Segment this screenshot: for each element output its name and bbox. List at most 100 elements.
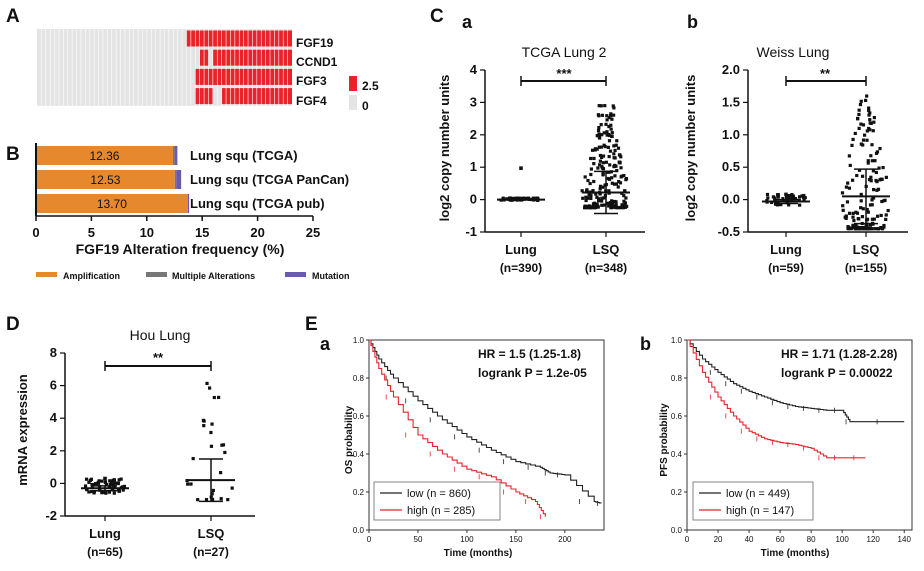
- data-point: [603, 144, 607, 149]
- data-point: [877, 166, 881, 170]
- data-point: [867, 126, 871, 131]
- data-point: [108, 479, 112, 483]
- data-point: [841, 204, 845, 208]
- data-point: [607, 139, 612, 143]
- bar-segment: [174, 146, 178, 165]
- data-point: [857, 126, 861, 130]
- data-point: [793, 196, 798, 201]
- data-point: [592, 156, 596, 161]
- data-point: [866, 226, 871, 231]
- data-point: [851, 223, 855, 227]
- data-point: [851, 137, 855, 142]
- km-plot-pfs: 0.0 0.2 0.4 0.6 0.8 1.0 0 20 40 60 80 100 120 140 PFS…: [659, 336, 913, 559]
- data-point: [860, 215, 865, 219]
- data-point: [871, 195, 875, 200]
- data-point: [596, 128, 601, 133]
- panel-label-d: D: [6, 314, 20, 335]
- data-point: [866, 210, 870, 214]
- legend-high-os: high (n = 285): [407, 505, 475, 517]
- data-point: [872, 120, 876, 124]
- scatter-plot-ca: -1 0 1 2 3 4: [465, 62, 645, 239]
- data-point: [186, 482, 190, 486]
- data-point: [851, 215, 855, 219]
- oncoprint-amp-cell: [199, 49, 205, 66]
- legend-swatch-multiple: [146, 272, 167, 277]
- data-point: [609, 127, 613, 131]
- group-n-ca-lsq: (n=348): [585, 261, 627, 275]
- data-point: [112, 478, 116, 482]
- km-frame-os: [368, 339, 605, 531]
- group-label-cb-lsq: LSQ: [853, 242, 880, 257]
- data-point: [600, 203, 604, 207]
- data-point: [612, 152, 616, 156]
- data-point: [873, 227, 878, 231]
- data-point: [869, 175, 873, 179]
- y-tick-label: 0.8: [353, 374, 365, 383]
- data-point: [870, 159, 874, 163]
- data-point: [619, 175, 623, 179]
- data-point: [607, 204, 611, 208]
- data-point: [595, 134, 599, 138]
- logrank-annotation-os: logrank P = 1.2e-05: [478, 366, 587, 380]
- data-point: [610, 181, 614, 185]
- y-tick-label: 0.4: [671, 450, 683, 459]
- alteration-bar-chart: 12.36 Lung squ (TCGA) 12.53 Lung squ (TCGA …: [32, 143, 350, 281]
- data-point: [600, 113, 605, 117]
- bar-segment: [36, 170, 175, 189]
- sublabel-c-b: b: [687, 12, 698, 32]
- data-point: [865, 138, 869, 142]
- data-point: [861, 207, 865, 211]
- data-point: [611, 202, 615, 206]
- oncoprint: FGF19 CCND1 FGF3 FGF4 2.5 0: [37, 29, 379, 113]
- y-tick-label: -2: [45, 508, 57, 523]
- data-point: [605, 118, 609, 122]
- data-point: [611, 104, 615, 108]
- y-tick-label: -1: [465, 224, 477, 239]
- legend-swatch-amplification: [36, 272, 57, 277]
- data-point: [779, 203, 783, 207]
- data-point: [873, 159, 877, 163]
- data-point: [209, 444, 214, 448]
- data-point: [802, 193, 806, 198]
- data-point: [593, 201, 597, 205]
- oncoprint-amp-cell: [204, 49, 209, 66]
- significance-cb: **: [820, 66, 831, 81]
- scale-label-high: 2.5: [362, 79, 379, 93]
- data-point: [600, 165, 604, 169]
- y-tick-label: 0.2: [353, 488, 365, 497]
- data-point: [607, 132, 611, 137]
- data-point: [598, 159, 603, 163]
- data-point: [210, 497, 215, 502]
- x-tick-label: 200: [558, 535, 572, 544]
- data-point: [862, 227, 866, 231]
- logrank-annotation-pfs: logrank P = 0.00022: [781, 366, 893, 380]
- scatter-hou-lung: Hou Lung mRNA expression -2 0 2 4 6 8 Lung (n…: [15, 327, 255, 559]
- km-curve-low: [369, 339, 602, 504]
- data-point: [865, 94, 869, 98]
- data-point: [870, 198, 874, 202]
- data-point: [619, 155, 623, 159]
- data-point: [116, 481, 120, 485]
- data-point: [598, 187, 602, 191]
- data-point: [612, 182, 617, 186]
- km-curves-os: 0.0 0.2 0.4 0.6 0.8 1.0 0 50 100 150 200: [353, 336, 602, 544]
- data-point: [226, 498, 230, 502]
- data-point: [589, 156, 593, 161]
- scatter-weiss-lung: Weiss Lung log2 copy number units -0.5 0.…: [683, 44, 908, 275]
- data-point: [117, 478, 121, 482]
- data-point: [766, 196, 770, 200]
- data-point: [849, 226, 853, 231]
- data-point: [90, 482, 94, 487]
- data-point: [221, 443, 226, 447]
- data-point: [603, 183, 607, 187]
- x-tick-label: 25: [306, 225, 320, 240]
- scale-swatch-high: [349, 76, 357, 91]
- data-point: [865, 129, 869, 133]
- data-point: [848, 163, 852, 168]
- data-point: [867, 108, 871, 113]
- data-point: [600, 199, 604, 203]
- data-point: [614, 143, 618, 147]
- data-point: [121, 488, 125, 492]
- scatter-plot-d: -2 0 2 4 6 8: [45, 345, 255, 523]
- data-point: [84, 477, 89, 481]
